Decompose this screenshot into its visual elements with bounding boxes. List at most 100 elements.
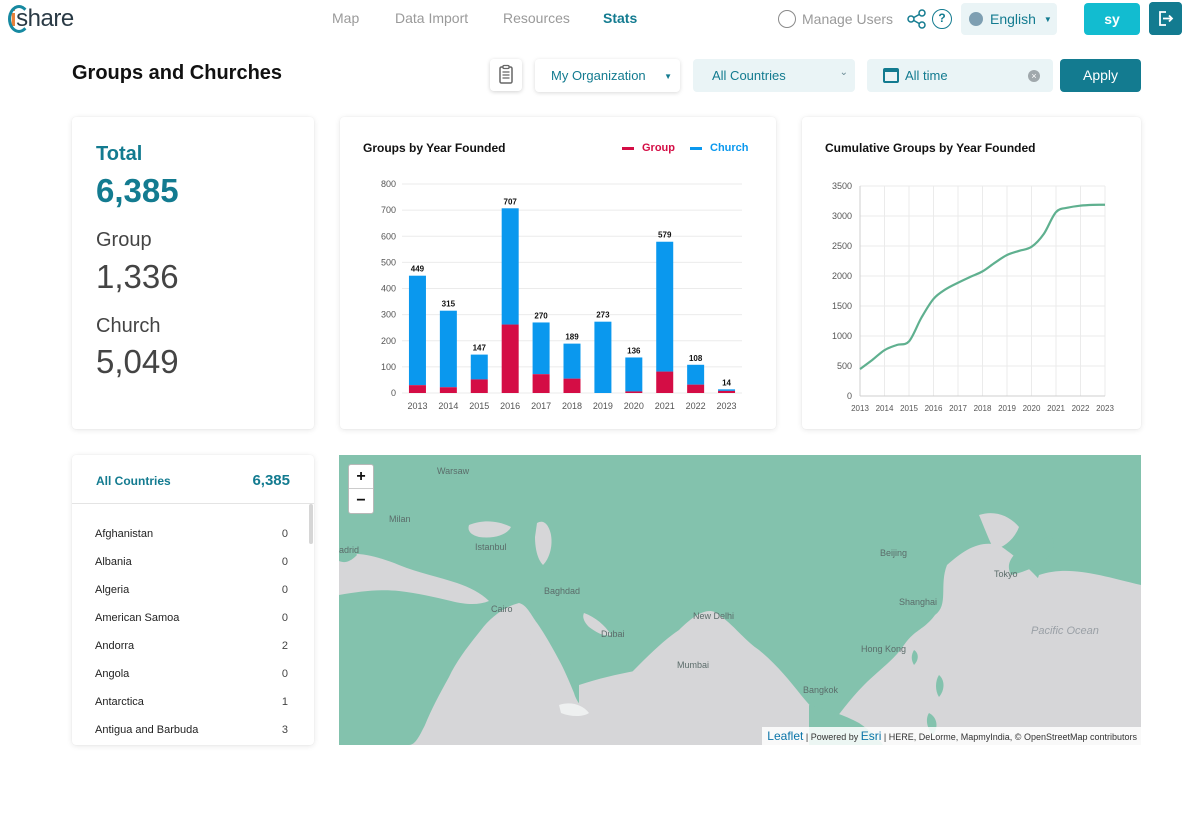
x-tick-label: 2022 xyxy=(1072,404,1090,413)
bar-group xyxy=(718,390,736,393)
time-range-select[interactable]: All time × xyxy=(867,59,1053,92)
organization-select-value: My Organization xyxy=(551,68,646,83)
totals-card: Total 6,385 Group 1,336 Church 5,049 xyxy=(72,117,314,429)
bar-total-label: 315 xyxy=(442,300,456,309)
map-label-beijing: Beijing xyxy=(880,548,908,558)
y-tick-label: 2500 xyxy=(832,241,852,251)
nav-links: Map Data Import Resources Stats xyxy=(0,10,1200,30)
y-tick-label: 500 xyxy=(837,361,852,371)
share-icon[interactable] xyxy=(906,8,928,30)
country-name: Antigua and Barbuda xyxy=(95,724,199,736)
country-name: American Samoa xyxy=(95,612,180,624)
country-count: 0 xyxy=(281,668,288,680)
bar-group xyxy=(532,374,550,393)
map-zoom-control: + − xyxy=(348,464,374,514)
zoom-out-button[interactable]: − xyxy=(356,492,366,509)
country-row[interactable]: Afghanistan 0 xyxy=(72,520,304,548)
country-list-header[interactable]: All Countries 6,385 xyxy=(72,455,314,504)
bar-church xyxy=(656,241,674,372)
bar-church xyxy=(563,343,581,379)
legend-item-church[interactable]: Church xyxy=(690,142,749,154)
bar-total-label: 147 xyxy=(473,344,487,353)
x-tick-label: 2021 xyxy=(1047,404,1065,413)
map-label-milan: Milan xyxy=(389,514,411,524)
bar-total-label: 189 xyxy=(565,333,579,342)
country-row[interactable]: Algeria 0 xyxy=(72,576,304,604)
x-tick-label: 2016 xyxy=(500,401,520,411)
church-label: Church xyxy=(96,315,161,337)
x-tick-label: 2015 xyxy=(469,401,489,411)
x-tick-label: 2022 xyxy=(686,401,706,411)
y-tick-label: 1500 xyxy=(832,301,852,311)
organization-select[interactable]: My Organization ▼ xyxy=(535,59,680,92)
bar-church xyxy=(718,389,736,391)
y-tick-label: 3000 xyxy=(832,211,852,221)
map-label-hong-kong: Hong Kong xyxy=(861,644,907,654)
manage-users-label: Manage Users xyxy=(802,11,894,27)
country-row[interactable]: Angola 0 xyxy=(72,660,304,688)
bar-church xyxy=(625,357,643,392)
group-label: Group xyxy=(96,229,152,251)
calendar-icon xyxy=(883,68,899,83)
y-tick-label: 100 xyxy=(381,362,396,372)
x-tick-label: 2023 xyxy=(717,401,737,411)
y-tick-label: 200 xyxy=(381,336,396,346)
user-avatar-button[interactable]: sy xyxy=(1084,3,1140,35)
top-nav: ishare Map Data Import Resources Stats M… xyxy=(0,0,1200,38)
country-select[interactable]: All Countries ⌄ xyxy=(693,59,855,92)
clipboard-icon[interactable] xyxy=(490,59,522,91)
esri-link[interactable]: Esri xyxy=(860,729,882,743)
nav-link-map[interactable]: Map xyxy=(332,10,360,26)
map-label-pacific-ocean: Pacific Ocean xyxy=(1031,625,1099,637)
attribution-providers: HERE, DeLorme, MapmyIndia, © OpenStreetM… xyxy=(888,732,1137,742)
map-label-baghdad: Baghdad xyxy=(544,586,581,596)
cumulative-groups-card: Cumulative Groups by Year Founded 0 500 10… xyxy=(802,117,1141,429)
map-label-tokyo: Tokyo xyxy=(994,569,1018,579)
bar-church xyxy=(408,275,426,386)
map-label-dubai: Dubai xyxy=(601,629,625,639)
legend-label: Church xyxy=(710,142,749,154)
legend-item-group[interactable]: Group xyxy=(622,142,675,154)
country-row[interactable]: Andorra 2 xyxy=(72,632,304,660)
bar-church xyxy=(470,354,488,380)
country-name: Andorra xyxy=(95,640,135,652)
nav-link-data-import[interactable]: Data Import xyxy=(395,10,469,26)
y-tick-label: 600 xyxy=(381,231,396,241)
country-list-scrollbar[interactable] xyxy=(309,504,313,544)
clear-icon[interactable]: × xyxy=(1028,70,1040,82)
language-label: English xyxy=(990,11,1036,27)
world-map[interactable]: Warsaw Milan Istanbul adrid Cairo Baghda… xyxy=(339,455,1141,745)
country-name: Albania xyxy=(95,556,132,568)
ishare-logo[interactable]: ishare xyxy=(8,4,74,34)
map-label-mumbai: Mumbai xyxy=(677,660,710,670)
nav-link-resources[interactable]: Resources xyxy=(503,10,570,26)
leaflet-link[interactable]: Leaflet xyxy=(767,729,804,743)
line-chart-title: Cumulative Groups by Year Founded xyxy=(825,141,1036,155)
x-tick-label: 2017 xyxy=(531,401,551,411)
zoom-in-button[interactable]: + xyxy=(349,465,373,489)
bar-group xyxy=(501,324,519,393)
manage-users-link[interactable]: Manage Users xyxy=(778,8,893,30)
y-tick-label: 3500 xyxy=(832,181,852,191)
x-tick-label: 2018 xyxy=(562,401,582,411)
attribution-powered-by: Powered by xyxy=(810,732,859,742)
x-tick-label: 2017 xyxy=(949,404,967,413)
apply-button[interactable]: Apply xyxy=(1060,59,1141,92)
country-name: Afghanistan xyxy=(95,528,154,540)
logout-icon[interactable] xyxy=(1149,2,1182,35)
y-tick-label: 0 xyxy=(391,388,396,398)
help-icon[interactable]: ? xyxy=(932,9,952,29)
user-icon xyxy=(778,10,796,28)
church-value: 5,049 xyxy=(96,343,179,380)
country-row[interactable]: Antarctica 1 xyxy=(72,688,304,716)
country-row[interactable]: American Samoa 0 xyxy=(72,604,304,632)
bar-church xyxy=(687,364,705,385)
all-countries-total: 6,385 xyxy=(252,472,290,489)
country-row[interactable]: Albania 0 xyxy=(72,548,304,576)
bar-total-label: 273 xyxy=(596,311,610,320)
nav-link-stats[interactable]: Stats xyxy=(603,10,638,26)
bar-church xyxy=(594,321,612,393)
language-select[interactable]: English ▼ xyxy=(961,3,1057,35)
y-tick-label: 2000 xyxy=(832,271,852,281)
country-row[interactable]: Antigua and Barbuda 3 xyxy=(72,716,304,744)
